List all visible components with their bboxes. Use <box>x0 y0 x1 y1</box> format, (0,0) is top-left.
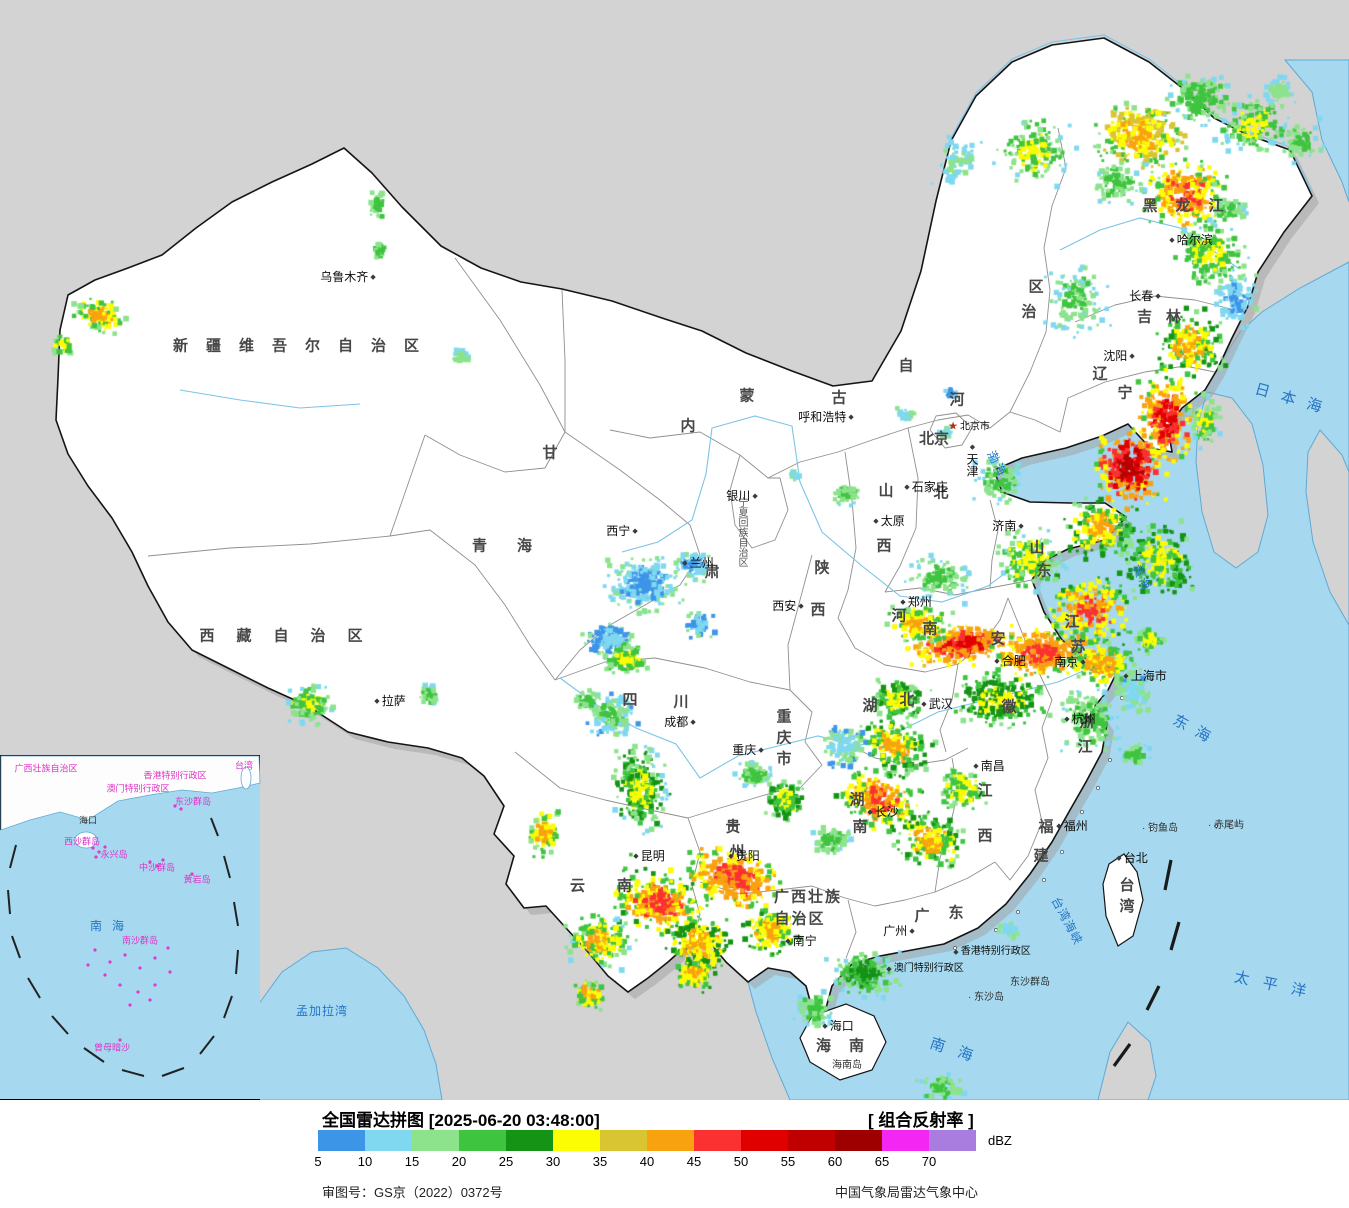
producer-label: 中国气象局雷达气象中心 <box>835 1185 979 1200</box>
legend-tick: 45 <box>686 1154 702 1169</box>
radar-map: 新疆维吾尔自治区 西藏自治区 青海甘肃内蒙古自治区黑龙江 吉林辽宁河北山西陕西山东河南… <box>0 0 1349 1100</box>
legend-tick: 40 <box>639 1154 655 1169</box>
legend-cell-25 <box>506 1130 553 1151</box>
legend-tick: 10 <box>357 1154 373 1169</box>
legend-numbers: 5 10 15 20 25 30 35 40 45 50 55 60 65 70 <box>314 1154 1018 1170</box>
legend-cell-45 <box>694 1130 741 1151</box>
legend-tick: 25 <box>498 1154 514 1169</box>
legend-tick: 5 <box>314 1154 322 1169</box>
legend-cell-60 <box>835 1130 882 1151</box>
legend-tick: 60 <box>827 1154 843 1169</box>
legend-cell-65 <box>882 1130 929 1151</box>
legend-cell-30 <box>553 1130 600 1151</box>
legend-cell-5 <box>318 1130 365 1151</box>
legend-cell-70 <box>929 1130 976 1151</box>
legend-cell-55 <box>788 1130 835 1151</box>
legend-bar <box>318 1130 976 1151</box>
bottom-panel: 全国雷达拼图 [2025-06-20 03:48:00] [ 组合反射率 ] d… <box>0 1100 1349 1208</box>
legend-tick: 35 <box>592 1154 608 1169</box>
legend-tick: 70 <box>921 1154 937 1169</box>
map-title: 全国雷达拼图 [2025-06-20 03:48:00] <box>322 1111 600 1130</box>
map-approval-number: 审图号：GS京（2022）0372号 <box>322 1185 503 1200</box>
legend-tick: 30 <box>545 1154 561 1169</box>
legend-cell-15 <box>412 1130 459 1151</box>
product-label: [ 组合反射率 ] <box>868 1111 974 1130</box>
legend-tick: 65 <box>874 1154 890 1169</box>
legend-cell-35 <box>600 1130 647 1151</box>
legend-cell-20 <box>459 1130 506 1151</box>
legend-tick: 20 <box>451 1154 467 1169</box>
legend-cell-40 <box>647 1130 694 1151</box>
legend-tick: 50 <box>733 1154 749 1169</box>
legend-tick: 55 <box>780 1154 796 1169</box>
legend-tick: 15 <box>404 1154 420 1169</box>
radar-echo-canvas <box>0 0 1349 1100</box>
legend-cell-50 <box>741 1130 788 1151</box>
legend-unit: dBZ <box>988 1133 1012 1148</box>
legend-cell-10 <box>365 1130 412 1151</box>
